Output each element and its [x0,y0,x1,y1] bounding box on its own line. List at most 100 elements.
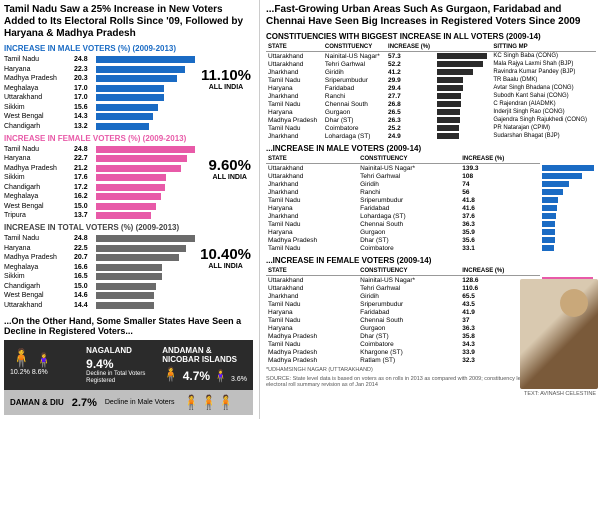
total-section: INCREASE IN TOTAL VOTERS (%) (2009-2013)… [4,223,253,310]
cell-bar [540,164,596,173]
cell-state: Tamil Nadu [266,196,358,204]
cell-state: Uttarakhand [266,172,358,180]
nagaland-pct: 9.4% [86,357,156,371]
cell-mp: KC Singh Baba (CONG) [491,52,596,61]
cell-bar [435,52,491,61]
row-label: Madhya Pradesh [4,165,72,172]
table-header: STATE [266,155,358,164]
cell-constituency: Ratlam (ST) [358,356,460,364]
overall-pct: 11.10% [201,67,251,84]
cell-mp: Sudarshan Bhagat (BJP) [491,132,596,140]
cell-state: Haryana [266,84,323,92]
row-bar [96,165,181,172]
table-row: UttarakhandNainital-US Nagar*57.3KC Sing… [266,52,596,61]
male-icon: 🧍 [162,366,179,383]
overall-label: ALL INDIA [208,174,251,181]
cell-increase: 35.9 [460,228,540,236]
row-value: 20.7 [74,254,96,261]
table-header: INCREASE (%) [460,155,540,164]
row-value: 24.8 [74,56,96,63]
cell-increase: 33.1 [460,244,540,252]
chart-row: West Bengal14.6 [4,291,253,300]
male-voters-table: STATECONSTITUENCYINCREASE (%)Uttarakhand… [266,155,596,252]
overall-label: ALL INDIA [200,263,251,270]
female-title: INCREASE IN FEMALE VOTERS (%) (2009-2013… [4,134,253,143]
row-value: 14.4 [74,302,96,309]
cell-increase: 26.5 [386,108,435,116]
cell-mp: Ravindra Kumar Pandey (BJP) [491,68,596,76]
cell-bar [540,180,596,188]
male-chart: Tamil Nadu24.8Haryana22.3Madhya Pradesh2… [4,55,253,131]
male-icon: 🧍🧍🧍 [183,394,235,411]
row-value: 21.2 [74,165,96,172]
chart-row: Chandigarh17.2 [4,183,253,192]
table-header [435,43,491,52]
table-row: JharkhandGiridih74 [266,180,596,188]
cell-bar [435,116,491,124]
cell-state: Jharkhand [266,132,323,140]
row-label: Madhya Pradesh [4,75,72,82]
chart-row: Uttarakhand17.0 [4,93,253,102]
cell-bar [435,108,491,116]
cell-mp: TR Baalu (DMK) [491,76,596,84]
chart-row: Chandigarh15.0 [4,282,253,291]
row-value: 14.6 [74,292,96,299]
andaman-box: ANDAMAN & NICOBAR ISLANDS 🧍 4.7% 🧍‍♀️ 3.… [162,346,247,384]
cell-state: Haryana [266,228,358,236]
row-bar [96,273,162,280]
row-value: 15.0 [74,283,96,290]
cell-constituency: Gurgaon [358,324,460,332]
cell-increase: 74 [460,180,540,188]
row-bar [96,302,154,309]
cell-constituency: Chennai South [358,316,460,324]
table-header: INCREASE (%) [386,43,435,52]
row-bar [96,184,165,191]
andaman-pct: 4.7% [183,369,210,383]
credit: TEXT: AVINASH CELESTINE [266,391,596,397]
cell-constituency: Giridih [358,292,460,300]
table-row: JharkhandLohardaga (ST)37.6 [266,212,596,220]
cell-state: Haryana [266,204,358,212]
row-label: Tamil Nadu [4,56,72,63]
row-value: 14.3 [74,113,96,120]
row-value: 17.6 [74,174,96,181]
overall-badge: 10.40%ALL INDIA [200,246,251,270]
cell-bar [540,236,596,244]
cell-increase: 41.8 [460,196,540,204]
cell-constituency: Gurgaon [358,228,460,236]
voter-photo [520,279,598,389]
cell-state: Uttarakhand [266,164,358,173]
table-row: Tamil NaduCoimbatore25.2PR Natarajan (CP… [266,124,596,132]
male-voters-title: ...INCREASE IN MALE VOTERS (2009-14) [266,144,596,153]
chart-row: Uttarakhand14.4 [4,301,253,310]
cell-state: Tamil Nadu [266,340,358,348]
cell-state: Jharkhand [266,212,358,220]
cell-bar [540,212,596,220]
row-bar [96,203,156,210]
row-label: Meghalaya [4,264,72,271]
cell-constituency: Giridih [323,68,386,76]
cell-increase: 37.6 [460,212,540,220]
cell-constituency: Sriperumbudur [358,196,460,204]
cell-state: Tamil Nadu [266,220,358,228]
table-row: HaryanaFaridabad41.6 [266,204,596,212]
row-value: 17.2 [74,184,96,191]
row-bar [96,292,154,299]
infographic: Tamil Nadu Saw a 25% Increase in New Vot… [0,0,600,419]
total-title: INCREASE IN TOTAL VOTERS (%) (2009-2013) [4,223,253,232]
row-label: Chandigarh [4,123,72,130]
table-header: CONSTITUENCY [323,43,386,52]
table-row: HaryanaGurgaon35.9 [266,228,596,236]
overall-label: ALL INDIA [201,84,251,91]
andaman-f: 3.6% [231,376,247,383]
row-bar [96,264,162,271]
cell-increase: 27.7 [386,92,435,100]
table-header: STATE [266,267,358,276]
table-row: JharkhandGiridih41.2Ravindra Kumar Pande… [266,68,596,76]
table-row: UttarakhandNainital-US Nagar*139.3 [266,164,596,173]
cell-state: Tamil Nadu [266,300,358,308]
cell-state: Tamil Nadu [266,124,323,132]
cell-constituency: Nainital-US Nagar* [323,52,386,61]
cell-constituency: Ranchi [358,188,460,196]
row-label: Uttarakhand [4,302,72,309]
